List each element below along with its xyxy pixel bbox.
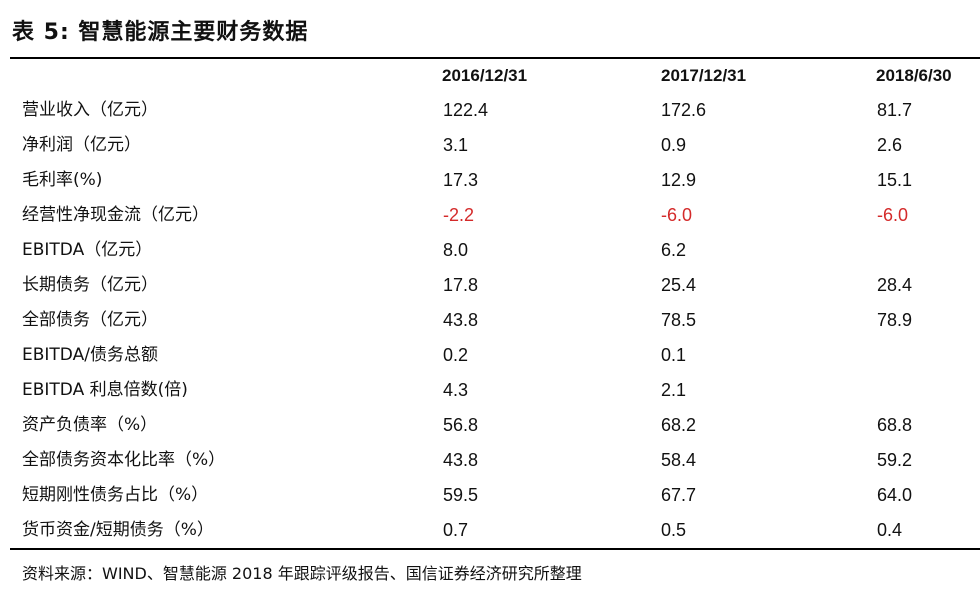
table-row: 净利润（亿元） 3.1 0.9 2.6	[0, 130, 980, 165]
cell-value: 81.7	[877, 100, 913, 120]
column-header-2018: 2018/6/30	[876, 66, 952, 85]
cell-value: 4.3	[443, 380, 469, 400]
table-row: 全部债务资本化比率（%） 43.8 58.4 59.2	[0, 445, 980, 480]
cell-value: 17.3	[443, 170, 479, 190]
cell-value: 6.2	[661, 240, 687, 260]
cell-value: 64.0	[877, 485, 913, 505]
cell-value: 0.5	[661, 520, 687, 540]
column-header-2017: 2017/12/31	[661, 66, 747, 85]
row-label: 短期刚性债务占比（%）	[22, 485, 209, 505]
table-row: 经营性净现金流（亿元） -2.2 -6.0 -6.0	[0, 200, 980, 235]
cell-value: 0.4	[877, 520, 903, 540]
cell-value: 58.4	[661, 450, 697, 470]
title-rule	[10, 57, 980, 59]
row-label: 货币资金/短期债务（%）	[22, 520, 214, 540]
cell-value: 172.6	[661, 100, 707, 120]
table-row: 长期债务（亿元） 17.8 25.4 28.4	[0, 270, 980, 305]
cell-value: 2.1	[661, 380, 687, 400]
cell-value: 25.4	[661, 275, 697, 295]
row-label: 长期债务（亿元）	[22, 275, 158, 295]
cell-value: 56.8	[443, 415, 479, 435]
row-label: EBITDA/债务总额	[22, 345, 158, 365]
cell-value: 28.4	[877, 275, 913, 295]
table-row: EBITDA 利息倍数(倍) 4.3 2.1	[0, 375, 980, 410]
table-row: EBITDA（亿元） 8.0 6.2	[0, 235, 980, 270]
bottom-rule	[10, 548, 980, 550]
cell-value-negative: -6.0	[877, 205, 909, 225]
cell-value: 0.7	[443, 520, 469, 540]
cell-value: 67.7	[661, 485, 697, 505]
cell-value: 0.2	[443, 345, 469, 365]
row-label: 资产负债率（%）	[22, 415, 158, 435]
cell-value: 17.8	[443, 275, 479, 295]
table-row: 营业收入（亿元） 122.4 172.6 81.7	[0, 95, 980, 130]
table-header-row: 2016/12/31 2017/12/31 2018/6/30	[0, 66, 980, 88]
table-row: 全部债务（亿元） 43.8 78.5 78.9	[0, 305, 980, 340]
row-label: 经营性净现金流（亿元）	[22, 205, 209, 225]
cell-value: 68.2	[661, 415, 697, 435]
table-row: 资产负债率（%） 56.8 68.2 68.8	[0, 410, 980, 445]
table-row: 货币资金/短期债务（%） 0.7 0.5 0.4	[0, 515, 980, 550]
cell-value: 3.1	[443, 135, 469, 155]
table-row: 短期刚性债务占比（%） 59.5 67.7 64.0	[0, 480, 980, 515]
table-body: 营业收入（亿元） 122.4 172.6 81.7 净利润（亿元） 3.1 0.…	[0, 95, 980, 550]
cell-value: 43.8	[443, 450, 479, 470]
cell-value: 78.9	[877, 310, 913, 330]
source-note: 资料来源：WIND、智慧能源 2018 年跟踪评级报告、国信证券经济研究所整理	[22, 564, 582, 583]
cell-value: 12.9	[661, 170, 697, 190]
cell-value: 15.1	[877, 170, 913, 190]
row-label: 全部债务资本化比率（%）	[22, 450, 226, 470]
cell-value: 68.8	[877, 415, 913, 435]
table-title: 表 5: 智慧能源主要财务数据	[12, 20, 309, 45]
table-row: EBITDA/债务总额 0.2 0.1	[0, 340, 980, 375]
column-header-2016: 2016/12/31	[442, 66, 528, 85]
table-row: 毛利率(%) 17.3 12.9 15.1	[0, 165, 980, 200]
cell-value: 0.1	[661, 345, 687, 365]
cell-value: 0.9	[661, 135, 687, 155]
cell-value: 43.8	[443, 310, 479, 330]
cell-value: 2.6	[877, 135, 903, 155]
row-label: EBITDA 利息倍数(倍)	[22, 380, 188, 400]
row-label: 毛利率(%)	[22, 170, 103, 190]
row-label: EBITDA（亿元）	[22, 240, 153, 260]
cell-value: 122.4	[443, 100, 489, 120]
row-label: 营业收入（亿元）	[22, 100, 158, 120]
row-label: 净利润（亿元）	[22, 135, 141, 155]
cell-value: 78.5	[661, 310, 697, 330]
cell-value-negative: -2.2	[443, 205, 475, 225]
cell-value: 59.5	[443, 485, 479, 505]
row-label: 全部债务（亿元）	[22, 310, 158, 330]
cell-value: 59.2	[877, 450, 913, 470]
cell-value: 8.0	[443, 240, 469, 260]
cell-value-negative: -6.0	[661, 205, 693, 225]
